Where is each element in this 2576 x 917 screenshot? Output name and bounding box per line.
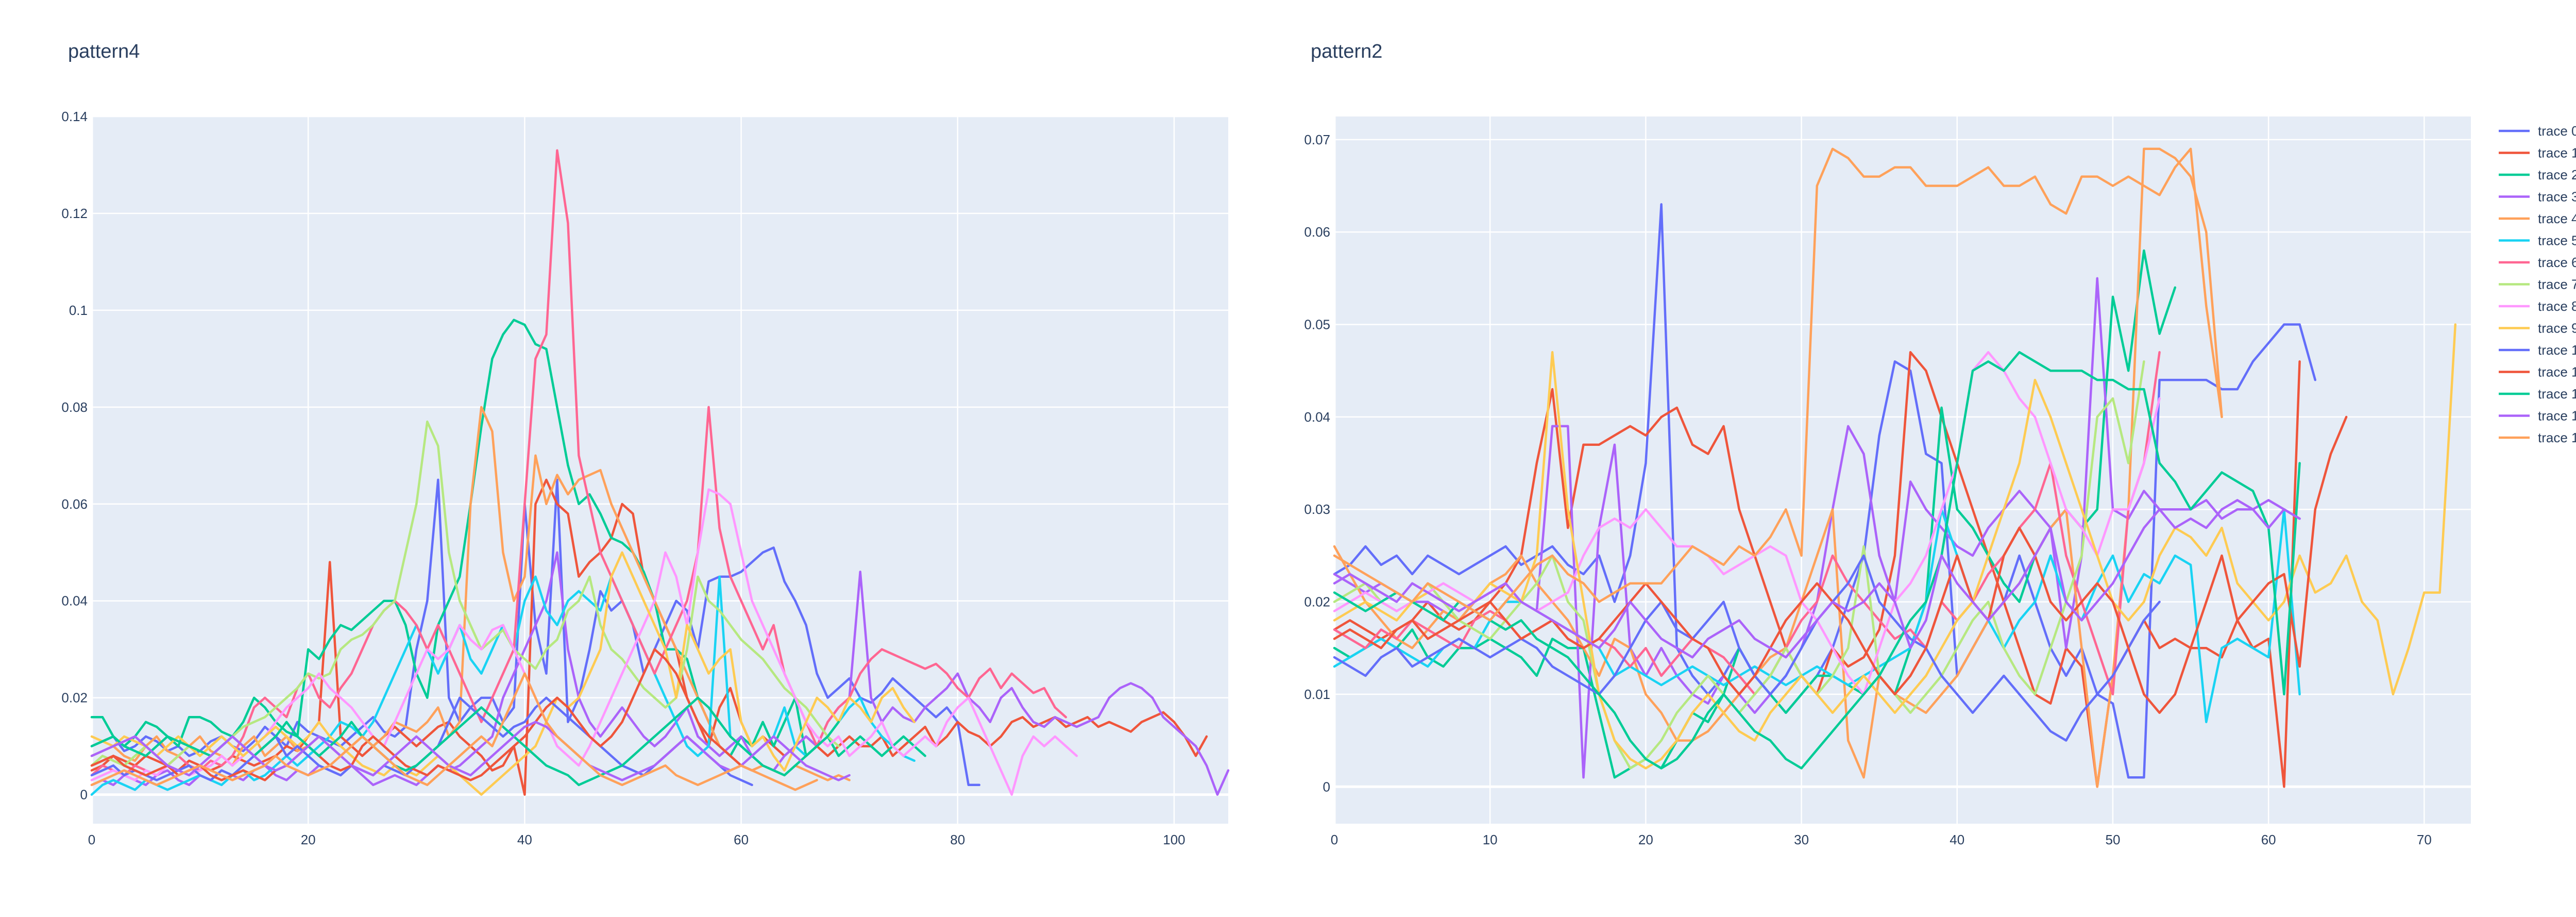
left-gridlines: [90, 115, 1228, 824]
left-y-tick-label: 0.14: [61, 109, 88, 124]
legend-item[interactable]: trace 11: [2499, 364, 2576, 380]
left-y-tick-label: 0.06: [61, 496, 88, 512]
left-series-line-9: [90, 551, 916, 796]
legend-item[interactable]: trace 8: [2499, 298, 2576, 314]
legend-item[interactable]: trace 3: [2499, 189, 2576, 205]
legend-label: trace 12: [2538, 386, 2576, 402]
left-series-line-13: [90, 721, 851, 781]
legend-label: trace 8: [2538, 298, 2576, 314]
right-y-tick-label: 0.05: [1304, 317, 1330, 332]
left-plot-area: [92, 116, 1228, 824]
right-x-tick-label: 50: [2105, 832, 2120, 847]
left-y-tick-label: 0: [80, 787, 88, 803]
right-series-lines: [1333, 147, 2457, 788]
legend-item[interactable]: trace 6: [2499, 255, 2576, 270]
right-x-tick-label: 30: [1794, 832, 1809, 847]
left-x-tick-label: 60: [734, 832, 749, 847]
legend-item[interactable]: trace 10: [2499, 342, 2576, 358]
right-series-line-13: [1333, 499, 2301, 659]
legend-item[interactable]: trace 4: [2499, 211, 2576, 226]
left-series-line-14: [90, 672, 818, 791]
legend-label: trace 1: [2538, 145, 2576, 161]
left-y-tick-label: 0.04: [61, 593, 88, 609]
legend-label: trace 5: [2538, 233, 2576, 248]
right-x-tick-label: 10: [1483, 832, 1498, 847]
legend-label: trace 4: [2538, 211, 2576, 226]
left-y-tick-label: 0.12: [61, 206, 88, 221]
legend-label: trace 14: [2538, 430, 2576, 445]
right-series-line-11: [1333, 415, 2348, 714]
left-x-tick-label: 20: [301, 832, 316, 847]
right-chart-title: pattern2: [1311, 41, 1382, 62]
legend-item[interactable]: trace 9: [2499, 321, 2576, 336]
right-series-line-12: [1333, 351, 2301, 770]
right-tick-labels: 0 10 20 30 40 50 60 70 0 0.01 0.02 0.03 0.04 0.05 0.06…: [1304, 132, 2431, 847]
legend-label: trace 0: [2538, 123, 2576, 139]
right-x-tick-label: 60: [2261, 832, 2276, 847]
left-chart: pattern4 0 20 40 60 80 100 0 0.02 0.04 0.06 0.08 0.…: [61, 41, 1230, 847]
legend-label: trace 10: [2538, 342, 2576, 358]
left-series-line-6: [90, 149, 1067, 777]
legend-item[interactable]: trace 7: [2499, 277, 2576, 292]
right-x-tick-label: 20: [1638, 832, 1653, 847]
legend-label: trace 7: [2538, 277, 2576, 292]
left-x-tick-label: 100: [1163, 832, 1185, 847]
right-y-tick-label: 0.04: [1304, 409, 1330, 425]
right-plot-area: [1334, 116, 2471, 824]
legend-item[interactable]: trace 1: [2499, 145, 2576, 161]
right-y-tick-label: 0.06: [1304, 224, 1330, 240]
left-series-lines: [90, 149, 1230, 796]
legend-item[interactable]: trace 2: [2499, 167, 2576, 182]
left-y-tick-label: 0.08: [61, 399, 88, 415]
right-x-tick-label: 40: [1950, 832, 1964, 847]
right-y-tick-label: 0.07: [1304, 132, 1330, 147]
legend-label: trace 3: [2538, 189, 2576, 205]
right-gridlines: [1333, 116, 2471, 824]
left-chart-title: pattern4: [68, 41, 140, 62]
right-x-tick-label: 0: [1331, 832, 1338, 847]
legend: trace 0 trace 1 trace 2 trace 3 trace 4 trace…: [2499, 123, 2576, 445]
left-y-tick-label: 0.02: [61, 690, 88, 706]
left-series-line-3: [90, 551, 1230, 796]
right-series-line-10: [1333, 554, 2161, 742]
left-tick-labels: 0 20 40 60 80 100 0 0.02 0.04 0.06 0.08 0.1 0.12 0.14: [61, 109, 1185, 847]
right-y-tick-label: 0.01: [1304, 687, 1330, 702]
right-y-tick-label: 0.03: [1304, 502, 1330, 517]
left-x-tick-label: 0: [88, 832, 95, 847]
legend-label: trace 6: [2538, 255, 2576, 270]
right-y-tick-label: 0: [1323, 779, 1330, 794]
legend-item[interactable]: trace 5: [2499, 233, 2576, 248]
right-chart: pattern2 0 10 20 30 40 50 60 70 0 0.01 0.02 0.03 0.0…: [1304, 41, 2471, 847]
left-x-tick-label: 40: [517, 832, 532, 847]
legend-label: trace 2: [2538, 167, 2576, 182]
left-y-tick-label: 0.1: [69, 303, 88, 318]
left-x-tick-label: 80: [950, 832, 965, 847]
legend-label: trace 13: [2538, 408, 2576, 424]
right-series-line-8: [1333, 351, 2161, 696]
legend-item[interactable]: trace 0: [2499, 123, 2576, 139]
legend-item[interactable]: trace 14: [2499, 430, 2576, 445]
right-series-line-14: [1333, 147, 2223, 622]
legend-item[interactable]: trace 13: [2499, 408, 2576, 424]
right-x-tick-label: 70: [2417, 832, 2432, 847]
legend-label: trace 9: [2538, 321, 2576, 336]
legend-label: trace 11: [2538, 364, 2576, 380]
legend-item[interactable]: trace 12: [2499, 386, 2576, 402]
right-y-tick-label: 0.02: [1304, 594, 1330, 610]
